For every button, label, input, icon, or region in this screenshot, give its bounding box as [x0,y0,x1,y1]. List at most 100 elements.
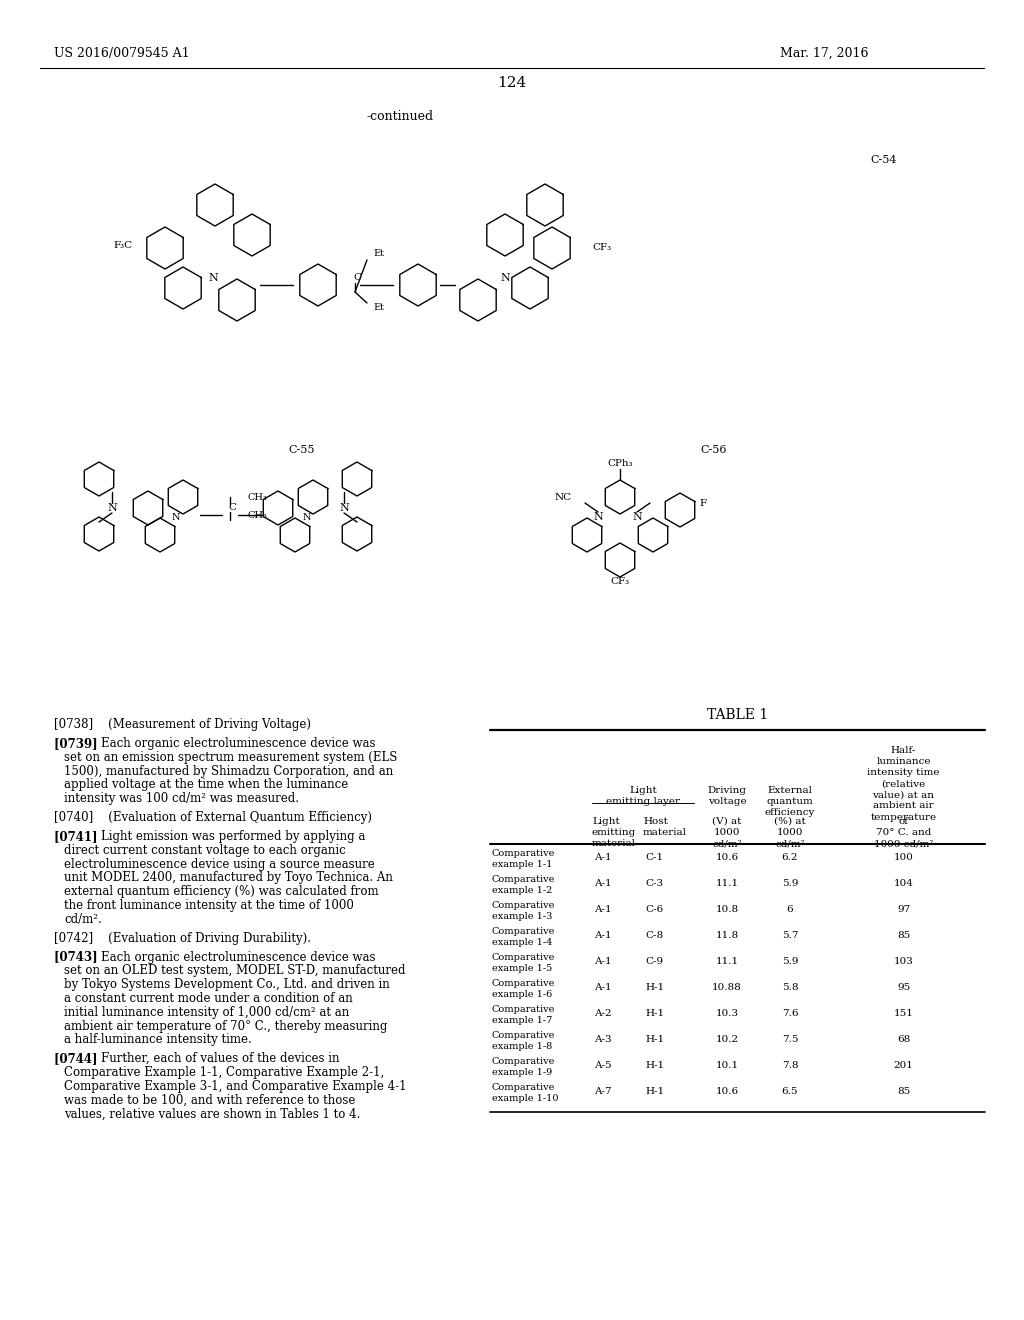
Text: 201: 201 [894,1061,913,1071]
Text: Light emission was performed by applying a: Light emission was performed by applying… [101,830,366,843]
Text: cd/m².: cd/m². [63,913,101,925]
Text: A-1: A-1 [594,931,611,940]
Text: Further, each of values of the devices in: Further, each of values of the devices i… [101,1052,340,1065]
Text: H-1: H-1 [645,1035,665,1044]
Text: 10.8: 10.8 [716,906,738,913]
Text: by Tokyo Systems Development Co., Ltd. and driven in: by Tokyo Systems Development Co., Ltd. a… [63,978,390,991]
Text: intensity was 100 cd/m² was measured.: intensity was 100 cd/m² was measured. [63,792,299,805]
Text: 11.1: 11.1 [716,957,738,966]
Text: A-1: A-1 [594,983,611,993]
Text: 6.5: 6.5 [781,1086,799,1096]
Text: C-9: C-9 [645,957,664,966]
Text: Comparative
example 1-9: Comparative example 1-9 [492,1057,555,1077]
Text: C-8: C-8 [645,931,664,940]
Text: External
quantum
efficiency: External quantum efficiency [765,785,815,817]
Text: 95: 95 [897,983,910,993]
Text: N: N [593,512,603,521]
Text: [0743]: [0743] [54,950,114,964]
Text: 100: 100 [894,853,913,862]
Text: Half-
luminance
intensity time
(relative
value) at an
ambient air
temperature: Half- luminance intensity time (relative… [867,746,940,821]
Text: 6.2: 6.2 [781,853,799,862]
Text: H-1: H-1 [645,1086,665,1096]
Text: US 2016/0079545 A1: US 2016/0079545 A1 [54,48,189,59]
Text: Comparative
example 1-10: Comparative example 1-10 [492,1082,558,1102]
Text: N: N [208,273,218,282]
Text: C: C [228,503,236,511]
Text: -continued: -continued [367,110,433,123]
Text: set on an emission spectrum measurement system (ELS: set on an emission spectrum measurement … [63,751,397,764]
Text: N: N [339,503,349,513]
Text: [0741]: [0741] [54,830,114,843]
Text: Light
emitting layer: Light emitting layer [606,785,680,807]
Text: A-1: A-1 [594,853,611,862]
Text: CF₃: CF₃ [610,578,630,586]
Text: 6: 6 [786,906,794,913]
Text: Mar. 17, 2016: Mar. 17, 2016 [780,48,868,59]
Text: (V) at
1000
cd/m²: (V) at 1000 cd/m² [712,817,741,849]
Text: Et: Et [373,304,384,313]
Text: N: N [108,503,117,513]
Text: a half-luminance intensity time.: a half-luminance intensity time. [63,1034,252,1047]
Text: Comparative
example 1-1: Comparative example 1-1 [492,849,555,869]
Text: 5.7: 5.7 [781,931,799,940]
Text: A-7: A-7 [594,1086,611,1096]
Text: 10.6: 10.6 [716,853,738,862]
Text: unit MODEL 2400, manufactured by Toyo Technica. An: unit MODEL 2400, manufactured by Toyo Te… [63,871,393,884]
Text: Comparative
example 1-6: Comparative example 1-6 [492,979,555,999]
Text: 124: 124 [498,77,526,90]
Text: N: N [500,273,510,282]
Text: F: F [699,499,707,507]
Text: 10.1: 10.1 [716,1061,738,1071]
Text: was made to be 100, and with reference to those: was made to be 100, and with reference t… [63,1093,355,1106]
Text: Comparative
example 1-3: Comparative example 1-3 [492,902,555,921]
Text: 11.1: 11.1 [716,879,738,888]
Text: 104: 104 [894,879,913,888]
Text: 11.8: 11.8 [716,931,738,940]
Text: H-1: H-1 [645,1061,665,1071]
Text: TABLE 1: TABLE 1 [707,708,768,722]
Text: C-56: C-56 [700,445,726,455]
Text: [0742]    (Evaluation of Driving Durability).: [0742] (Evaluation of Driving Durability… [54,932,311,945]
Text: of
70° C. and
1000 cd/m²: of 70° C. and 1000 cd/m² [873,817,933,849]
Text: CPh₃: CPh₃ [607,459,633,469]
Text: Host
material: Host material [643,817,687,837]
Text: A-1: A-1 [594,906,611,913]
Text: initial luminance intensity of 1,000 cd/cm² at an: initial luminance intensity of 1,000 cd/… [63,1006,349,1019]
Text: C: C [353,272,361,281]
Text: set on an OLED test system, MODEL ST-D, manufactured: set on an OLED test system, MODEL ST-D, … [63,965,406,977]
Text: electroluminescence device using a source measure: electroluminescence device using a sourc… [63,858,375,871]
Text: [0744]: [0744] [54,1052,114,1065]
Text: CF₃: CF₃ [592,243,611,252]
Text: [0740]    (Evaluation of External Quantum Efficiency): [0740] (Evaluation of External Quantum E… [54,810,372,824]
Text: a constant current mode under a condition of an: a constant current mode under a conditio… [63,993,352,1005]
Text: 103: 103 [894,957,913,966]
Text: [0739]: [0739] [54,737,114,750]
Text: the front luminance intensity at the time of 1000: the front luminance intensity at the tim… [63,899,354,912]
Text: H-1: H-1 [645,1008,665,1018]
Text: Driving
voltage: Driving voltage [708,785,746,807]
Text: 1500), manufactured by Shimadzu Corporation, and an: 1500), manufactured by Shimadzu Corporat… [63,764,393,777]
Text: 5.9: 5.9 [781,879,799,888]
Text: Each organic electroluminescence device was: Each organic electroluminescence device … [101,737,376,750]
Text: C-6: C-6 [645,906,664,913]
Text: CH₃: CH₃ [247,511,267,520]
Text: external quantum efficiency (%) was calculated from: external quantum efficiency (%) was calc… [63,886,379,898]
Text: Comparative
example 1-4: Comparative example 1-4 [492,927,555,946]
Text: 10.2: 10.2 [716,1035,738,1044]
Text: C-1: C-1 [645,853,664,862]
Text: 7.8: 7.8 [781,1061,799,1071]
Text: H-1: H-1 [645,983,665,993]
Text: A-2: A-2 [594,1008,611,1018]
Text: Light
emitting
material: Light emitting material [592,817,636,849]
Text: 97: 97 [897,906,910,913]
Text: direct current constant voltage to each organic: direct current constant voltage to each … [63,843,346,857]
Text: Et: Et [373,249,384,259]
Text: N: N [303,513,311,523]
Text: 151: 151 [894,1008,913,1018]
Text: 7.6: 7.6 [781,1008,799,1018]
Text: C-55: C-55 [288,445,314,455]
Text: 10.88: 10.88 [712,983,741,993]
Text: 68: 68 [897,1035,910,1044]
Text: Each organic electroluminescence device was: Each organic electroluminescence device … [101,950,376,964]
Text: A-3: A-3 [594,1035,611,1044]
